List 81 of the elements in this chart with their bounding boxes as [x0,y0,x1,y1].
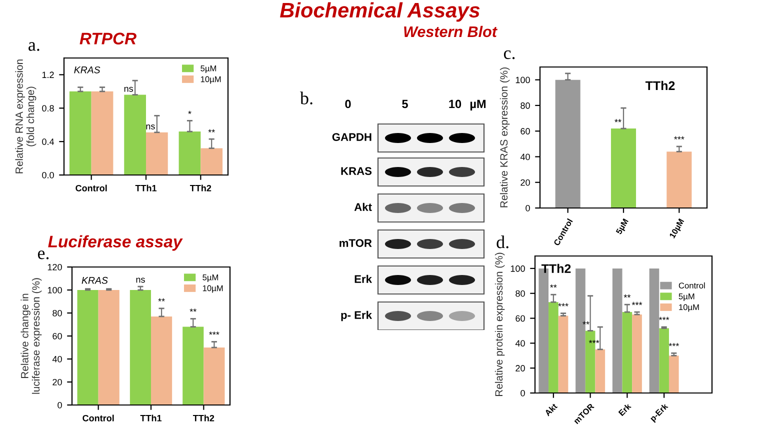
y-axis-title: Relative change in luciferase expression (%) [20,278,42,394]
y-tick-label: 0 [520,390,525,396]
y-tick-label: 20 [52,378,62,386]
x-tick-label: Akt [544,402,558,416]
y-tick-label: 40 [515,340,525,347]
y-tick-label: 120 [48,264,62,270]
data-label: ** [582,321,590,324]
y-tick-label: 60 [520,128,530,134]
x-tick-label: TTh1 [140,414,162,422]
legend-label: 10µM [202,285,223,293]
data-label: * [188,110,192,114]
data-label: *** [632,302,642,306]
y-axis-title: Relative KRAS expression (%) [500,68,510,208]
y-tick-label: 1.2 [42,72,54,78]
y-tick-label: 20 [516,365,525,372]
text: e. [38,250,49,260]
y-tick-label: 0.4 [42,138,54,145]
data-label: ** [614,119,622,122]
data-label: ns [136,278,145,283]
text: p- Erk [341,310,372,322]
data-label: ** [624,294,631,298]
y-tick-label: 80 [52,310,62,316]
y-tick-label: 0 [58,402,62,408]
x-tick-label: TTh1 [135,184,157,192]
text: 10 [449,100,462,108]
text: GAPDH [332,133,372,141]
y-tick-label: 40 [520,154,530,160]
text: Biochemical Assays [280,2,480,22]
y-tick-label: 20 [520,179,530,186]
y-tick-label: 100 [516,76,530,84]
text: KRAS [341,167,372,175]
x-tick-label: TTh2 [190,184,212,192]
text: µM [470,100,486,111]
chart-title: TTh2 [541,264,571,273]
y-tick-label: 80 [520,102,530,109]
chart-title: RTPCR [80,32,136,44]
text: mTOR [340,239,372,247]
text: 0 [345,100,351,108]
text: TTh2 [645,80,675,90]
legend-label: 10µM [200,76,221,84]
data-label: ** [208,129,215,132]
data-label: *** [658,316,670,320]
y-tick-label: 0 [526,204,530,212]
y-tick-label: 60 [516,315,525,322]
text: a. [28,42,40,51]
y-tick-label: 100 [510,265,525,272]
legend-label: 10µM [679,304,699,312]
data-label: *** [558,303,568,306]
x-tick-label: Erk [618,402,632,416]
data-label: ns [146,124,155,130]
text: Western Blot [404,26,498,38]
text: Akt [354,202,372,211]
data-label: ** [158,298,165,302]
y-tick-label: 80 [516,290,525,297]
legend-label: Control [678,282,705,289]
y-tick-label: 0.0 [42,172,54,178]
legend-label: 5µM [200,66,216,73]
text: d. [496,236,508,248]
legend-label: 5µM [678,294,694,301]
text: 5 [402,100,408,108]
data-label: *** [674,136,684,140]
y-axis-title: Relative protein expression (%) [494,252,505,396]
y-tick-label: 0.8 [42,105,54,112]
x-tick-label: Control [76,184,107,192]
y-tick-label: 40 [52,356,62,362]
text: Erk [354,274,372,283]
data-label: ** [190,308,197,312]
chart-title: Luciferase assay [48,235,183,251]
legend-label: 5µM [202,274,218,282]
x-tick-label: TTh2 [192,414,214,422]
annotation: KRAS [74,66,100,74]
annotation: KRAS [82,276,108,284]
y-axis-title: Relative RNA expression (fold change) [15,60,36,174]
data-label: ns [124,86,133,92]
y-tick-label: 100 [48,286,62,294]
data-label: *** [209,332,220,335]
text: c. [504,50,515,60]
data-label: ** [550,284,557,288]
y-tick-label: 60 [52,332,62,340]
x-tick-label: Control [82,414,114,422]
text: b. [300,92,312,104]
